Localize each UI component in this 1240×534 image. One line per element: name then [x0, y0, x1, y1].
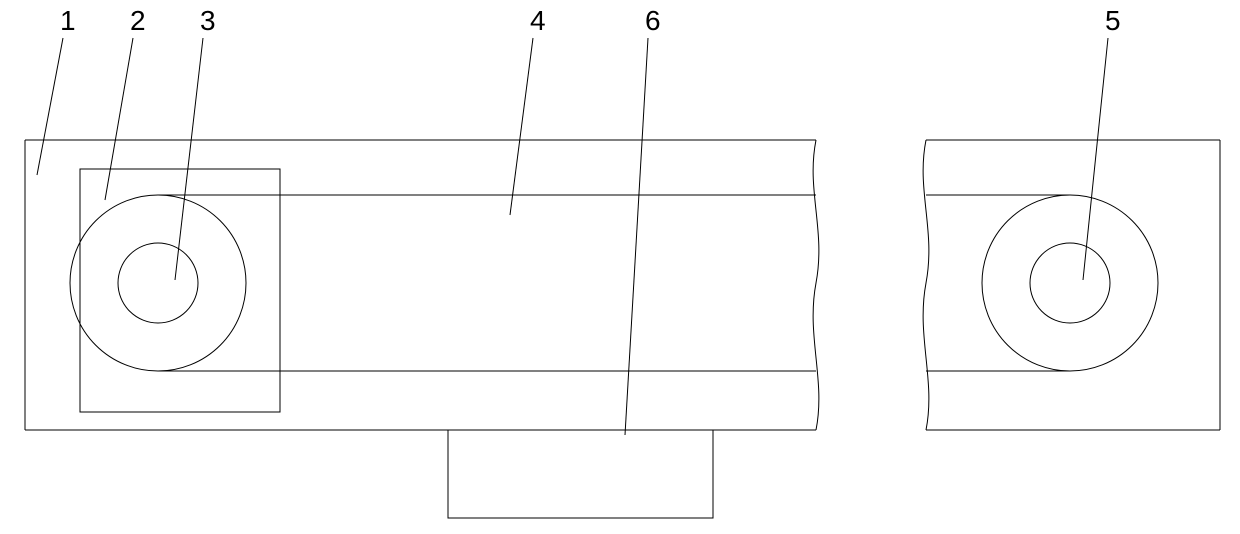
leader-3 [175, 38, 203, 280]
label-6: 6 [645, 5, 661, 36]
right-roller-outer [982, 195, 1158, 371]
leader-6 [625, 38, 648, 435]
leader-5 [1083, 38, 1108, 280]
inner-block [80, 169, 280, 412]
label-5: 5 [1105, 5, 1121, 36]
left-roller-outer [70, 195, 246, 371]
right-roller-inner [1030, 243, 1110, 323]
leader-2 [105, 38, 133, 200]
break-wave-left [813, 140, 819, 430]
label-2: 2 [130, 5, 146, 36]
leader-4 [510, 38, 533, 215]
label-3: 3 [200, 5, 216, 36]
label-4: 4 [530, 5, 546, 36]
break-wave-right [923, 140, 929, 430]
technical-diagram: 1 2 3 4 6 5 [0, 0, 1240, 534]
left-roller-inner [118, 243, 198, 323]
bottom-box [448, 430, 713, 518]
leader-1 [37, 38, 63, 175]
label-1: 1 [60, 5, 76, 36]
